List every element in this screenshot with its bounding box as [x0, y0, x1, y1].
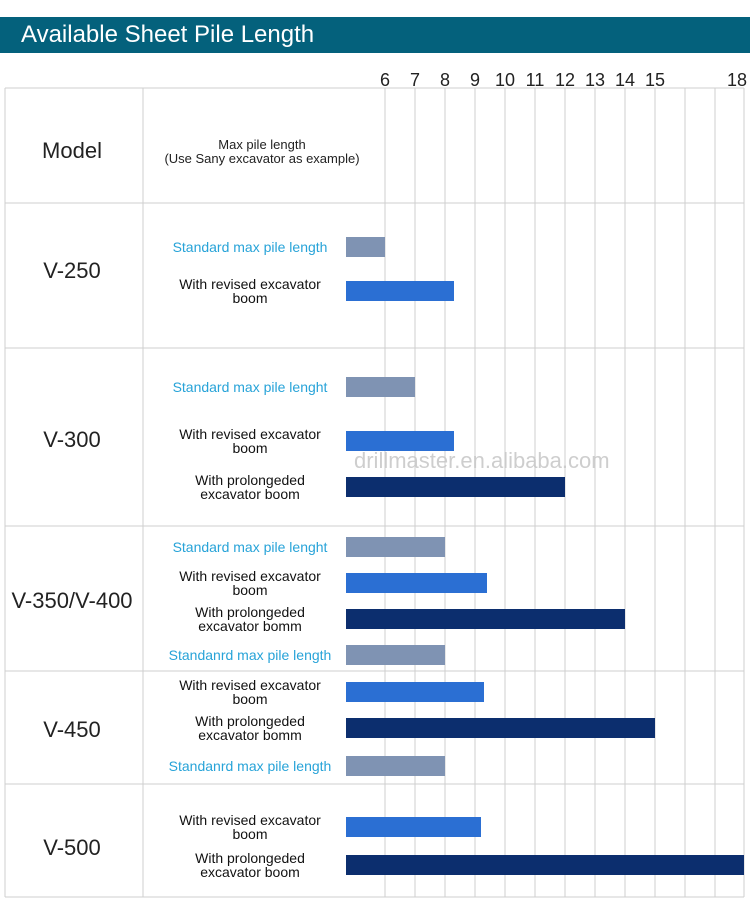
bar-label: Standanrd max pile length [169, 758, 332, 774]
bar-label: boom [232, 290, 267, 306]
bar-label: boom [232, 691, 267, 707]
bar-prolonged [346, 855, 744, 875]
bar-label: With revised excavator [179, 677, 321, 693]
bar-standard [346, 377, 415, 397]
model-label: V-500 [43, 835, 101, 860]
bar-label: With revised excavator [179, 568, 321, 584]
bar-label: With prolongeded [195, 713, 305, 729]
model-label: V-250 [43, 258, 101, 283]
bar-standard [346, 756, 445, 776]
header-bar: Available Sheet Pile Length [0, 17, 750, 53]
bar-prolonged [346, 477, 565, 497]
bar-prolonged [346, 609, 625, 629]
bar-label: With revised excavator [179, 426, 321, 442]
bar-standard [346, 645, 445, 665]
bar-revised [346, 281, 454, 301]
x-tick-label: 10 [495, 70, 515, 90]
bar-prolonged [346, 718, 655, 738]
bar-label: Standard max pile lenght [173, 539, 328, 555]
x-tick-label: 13 [585, 70, 605, 90]
bar-label: Standard max pile length [173, 239, 328, 255]
x-tick-label: 14 [615, 70, 635, 90]
watermark: drillmaster.en.alibaba.com [354, 448, 610, 473]
model-label: V-350/V-400 [11, 588, 132, 613]
bar-label: Standanrd max pile length [169, 647, 332, 663]
x-tick-label: 11 [526, 70, 545, 90]
bar-label: Standard max pile lenght [173, 379, 328, 395]
bar-label: boom [232, 440, 267, 456]
bar-label: With prolongeded [195, 604, 305, 620]
bar-label: With prolongeded [195, 850, 305, 866]
bar-standard [346, 237, 385, 257]
bar-label: boom [232, 826, 267, 842]
description-column-header: (Use Sany excavator as example) [164, 151, 359, 166]
bar-label: With prolongeded [195, 472, 305, 488]
x-tick-label: 15 [645, 70, 665, 90]
bar-revised [346, 817, 481, 837]
bar-label: With revised excavator [179, 276, 321, 292]
x-tick-label: 8 [440, 70, 450, 90]
x-tick-label: 6 [380, 70, 390, 90]
x-tick-label: 18 [727, 70, 747, 90]
bar-label: excavator bomm [198, 618, 301, 634]
bar-label: excavator boom [200, 864, 300, 880]
model-label: V-300 [43, 427, 101, 452]
x-tick-label: 9 [470, 70, 480, 90]
bar-label: excavator bomm [198, 727, 301, 743]
bar-revised [346, 573, 487, 593]
bar-label: boom [232, 582, 267, 598]
bar-revised [346, 682, 484, 702]
x-tick-label: 12 [555, 70, 575, 90]
page-title: Available Sheet Pile Length [21, 21, 315, 48]
model-column-header: Model [42, 138, 102, 163]
description-column-header: Max pile length [218, 137, 305, 152]
x-tick-label: 7 [410, 70, 420, 90]
bar-revised [346, 431, 454, 451]
bar-label: excavator boom [200, 486, 300, 502]
bar-label: With revised excavator [179, 812, 321, 828]
model-label: V-450 [43, 717, 101, 742]
bar-standard [346, 537, 445, 557]
